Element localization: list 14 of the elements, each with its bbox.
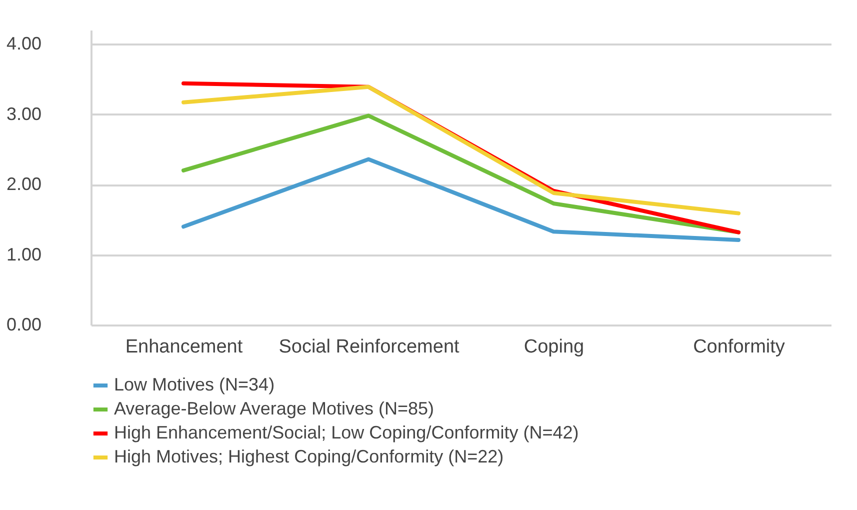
- line-series: [182, 157, 740, 242]
- legend-label: High Enhancement/Social; Low Coping/Conformity (N=42): [114, 422, 579, 442]
- x-tick-label: Coping: [524, 336, 584, 358]
- x-tick-label: Enhancement: [125, 336, 244, 358]
- y-tick-label: 1.00: [6, 244, 42, 264]
- y-tick-label: 3.00: [6, 104, 42, 124]
- y-tick-label: 0.00: [6, 314, 42, 334]
- legend-label: High Motives; Highest Coping/Conformity (N=22): [114, 446, 504, 466]
- legend-label: Average-Below Average Motives (N=85): [114, 398, 434, 418]
- x-tick-label: Social Reinforcement: [278, 336, 460, 358]
- legend-label: Low Motives (N=34): [114, 374, 275, 394]
- x-tick-label: Conformity: [693, 336, 786, 358]
- y-tick-label: 4.00: [6, 34, 42, 54]
- y-tick-label: 2.00: [6, 174, 42, 194]
